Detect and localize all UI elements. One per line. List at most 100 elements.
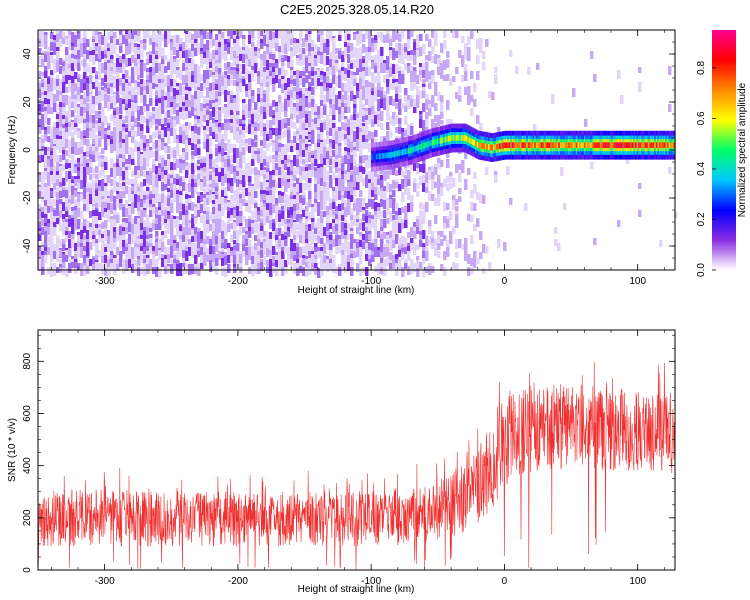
noise-cell [68,231,72,238]
noise-cell [356,207,360,216]
noise-cell [260,202,264,210]
noise-cell [206,79,210,86]
noise-cell [473,172,477,179]
noise-cell [206,220,210,227]
noise-cell [554,227,558,234]
noise-cell [215,40,219,47]
noise-cell [212,172,216,180]
noise-cell [224,267,228,277]
noise-cell [248,35,252,44]
noise-cell [257,170,261,178]
noise-cell [326,182,330,191]
noise-cell [50,199,54,209]
noise-cell [179,239,183,245]
noise-cell [482,62,486,70]
noise-cell [131,46,135,52]
noise-cell [95,255,99,264]
noise-cell [272,231,276,239]
noise-cell [356,127,360,136]
noise-cell [305,123,309,129]
noise-cell [209,190,213,196]
noise-cell [152,54,156,63]
noise-cell [41,219,45,226]
noise-cell [392,234,396,241]
noise-cell [308,82,312,91]
noise-cell [269,267,273,277]
noise-cell [116,39,120,45]
noise-cell [284,183,288,192]
noise-cell [143,231,147,240]
noise-cell [113,238,117,245]
noise-cell [479,123,483,131]
noise-cell [293,50,297,56]
noise-cell [155,174,159,180]
noise-cell [134,194,138,202]
noise-cell [185,75,189,83]
noise-cell [395,31,399,40]
noise-cell [422,91,426,98]
noise-cell [536,63,540,70]
noise-cell [446,51,450,58]
noise-cell [131,111,135,120]
noise-cell [128,239,132,247]
noise-cell [257,247,261,253]
noise-cell [137,122,141,131]
noise-cell [458,188,462,194]
noise-cell [122,70,126,76]
noise-cell [329,35,333,41]
noise-cell [296,195,300,202]
noise-cell [209,62,213,68]
noise-cell [47,167,51,175]
noise-cell [419,34,423,41]
noise-cell [398,208,402,215]
noise-cell [491,92,495,100]
noise-cell [380,111,384,121]
noise-cell [284,83,288,90]
noise-cell [134,144,138,152]
noise-cell [44,54,48,62]
noise-cell [152,119,156,125]
noise-cell [329,159,333,165]
noise-cell [392,190,396,197]
noise-cell [80,95,84,102]
noise-cell [476,192,480,200]
noise-cell [224,90,228,98]
noise-cell [278,52,282,62]
noise-cell [110,83,114,90]
noise-cell [215,115,219,121]
noise-cell [149,38,153,45]
noise-cell [200,195,204,202]
noise-cell [68,64,72,71]
noise-cell [62,154,66,160]
noise-cell [254,214,258,221]
noise-cell [428,71,432,80]
noise-cell [221,123,225,130]
noise-cell [422,211,426,218]
noise-cell [62,128,66,138]
noise-cell [38,155,42,163]
noise-cell [266,103,270,110]
noise-cell [146,75,150,81]
noise-cell [92,96,96,106]
noise-cell [302,94,306,100]
noise-cell [95,31,99,38]
noise-cell [254,114,258,120]
noise-cell [110,179,114,186]
noise-cell [296,243,300,249]
noise-cell [179,100,183,108]
noise-cell [203,244,207,252]
noise-cell [188,183,192,192]
noise-cell [314,143,318,150]
noise-cell [266,91,270,100]
noise-cell [323,106,327,115]
noise-cell [41,122,45,130]
noise-cell [254,56,258,64]
noise-cell [266,30,270,39]
noise-cell [278,31,282,39]
noise-cell [377,167,381,175]
noise-cell [416,86,420,96]
noise-cell [284,103,288,111]
noise-cell [200,247,204,255]
noise-cell [185,162,189,169]
noise-cell [437,67,441,75]
